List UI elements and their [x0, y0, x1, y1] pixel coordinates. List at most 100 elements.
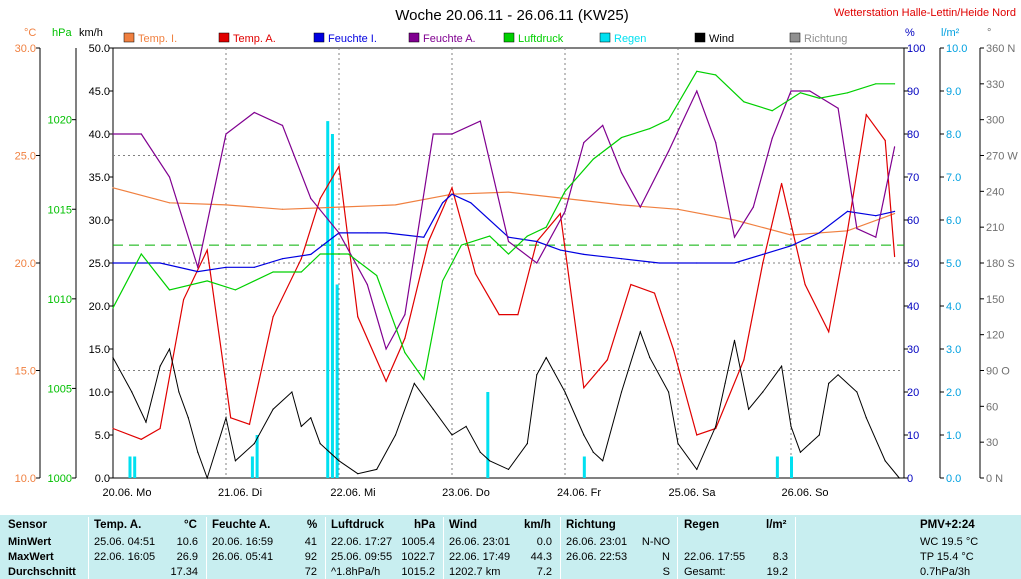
- data-point: [366, 283, 368, 286]
- data-point: [178, 391, 180, 393]
- data-point: [809, 90, 811, 92]
- data-point: [225, 266, 227, 268]
- data-point: [197, 271, 199, 273]
- wind-tick-label: 20.0: [89, 301, 110, 313]
- data-point: [748, 408, 750, 410]
- pressure-tick-label: 1005: [48, 383, 72, 395]
- data-point: [507, 191, 510, 193]
- data-point: [319, 253, 321, 255]
- station-name: Wetterstation Halle-Lettin/Heide Nord: [834, 7, 1016, 19]
- data-point: [319, 443, 321, 445]
- hum-max-time: 26.06. 05:41: [212, 551, 274, 563]
- legend-swatch: [599, 32, 611, 43]
- data-point: [168, 176, 171, 178]
- data-point: [479, 120, 481, 122]
- data-point: [145, 421, 147, 423]
- data-point: [856, 228, 858, 230]
- series-line-luftdruck: [112, 70, 895, 382]
- data-point: [733, 339, 736, 341]
- wind-tick-label: 10.0: [89, 387, 110, 399]
- data-point: [733, 262, 736, 264]
- press-avg: 1015.2: [401, 566, 435, 578]
- humidity-tick-label: 90: [907, 86, 919, 98]
- data-point: [234, 289, 237, 291]
- dir-min-time: 26.06. 23:01: [566, 536, 628, 548]
- hum-min-time: 20.06. 16:59: [212, 536, 274, 548]
- temp-max-time: 22.06. 16:05: [94, 551, 156, 563]
- data-point: [602, 460, 604, 462]
- humidity-tick-label: 30: [907, 344, 919, 356]
- legend-label: Richtung: [804, 33, 847, 45]
- data-point: [790, 425, 792, 427]
- data-point: [893, 146, 896, 148]
- direction-tick-label: 330: [986, 79, 1004, 91]
- data-point: [545, 357, 547, 359]
- data-point: [225, 204, 227, 206]
- rain-bar: [335, 284, 339, 478]
- temp-tick-label: 25.0: [15, 151, 36, 163]
- data-point: [733, 236, 736, 238]
- data-point: [206, 477, 208, 479]
- legend-label: Temp. I.: [138, 33, 177, 45]
- legend-label: Wind: [709, 33, 734, 45]
- data-point: [780, 182, 783, 185]
- legend-swatch: [789, 32, 801, 43]
- wind-tick-label: 30.0: [89, 215, 110, 227]
- data-point: [884, 460, 886, 462]
- data-point: [677, 443, 679, 445]
- rain-bar: [255, 435, 259, 478]
- data-point: [187, 417, 189, 419]
- data-point: [300, 425, 302, 427]
- data-point: [230, 417, 232, 419]
- pressure-tick-label: 1020: [48, 115, 72, 127]
- data-point: [507, 253, 510, 255]
- data-point: [884, 139, 886, 142]
- data-point: [413, 382, 415, 384]
- data-point: [677, 208, 679, 210]
- data-point: [517, 314, 519, 316]
- hum-min: 41: [304, 536, 317, 548]
- direction-tick-label: 180 S: [986, 258, 1015, 270]
- legend-label: Temp. A.: [233, 33, 276, 45]
- wind-tick-label: 5.0: [95, 430, 110, 442]
- data-point: [818, 232, 820, 234]
- data-point: [112, 307, 114, 309]
- legend-swatch: [694, 32, 706, 43]
- header-humidity: Feuchte A.: [212, 519, 271, 531]
- data-point: [489, 460, 491, 462]
- data-point: [112, 357, 114, 359]
- data-point: [846, 92, 849, 94]
- chart-title: Woche 20.06.11 - 26.06.11 (KW25): [395, 7, 628, 24]
- data-point: [272, 316, 274, 318]
- data-point: [545, 226, 547, 228]
- data-point: [536, 240, 538, 243]
- data-point: [253, 443, 255, 445]
- data-point: [394, 434, 397, 436]
- wind-distance: 1202.7 km: [449, 566, 501, 578]
- rain-bar: [775, 456, 779, 478]
- data-point: [733, 219, 736, 221]
- humidity-tick-label: 100: [907, 43, 925, 55]
- humidity-tick-label: 50: [907, 258, 919, 270]
- rain-bar: [128, 456, 132, 478]
- rain-bar: [133, 456, 137, 478]
- hum-max: 92: [304, 551, 317, 563]
- data-point: [404, 337, 406, 339]
- rain-tick-label: 5.0: [946, 258, 961, 270]
- data-point: [583, 253, 585, 255]
- data-point: [564, 197, 566, 200]
- temp-min-time: 25.06. 04:51: [94, 536, 156, 548]
- data-point: [366, 232, 368, 234]
- data-point: [474, 273, 477, 275]
- data-point: [799, 451, 802, 453]
- pressure-tick-label: 1010: [48, 294, 72, 306]
- data-point: [672, 348, 674, 350]
- rain-axis-unit: l/m²: [941, 27, 960, 39]
- data-point: [460, 244, 463, 246]
- data-point: [385, 348, 387, 350]
- day-label: 20.06. Mo: [103, 487, 152, 499]
- header-pressure: Luftdruck: [331, 519, 385, 531]
- rain-bar: [250, 456, 254, 478]
- data-point: [140, 253, 142, 255]
